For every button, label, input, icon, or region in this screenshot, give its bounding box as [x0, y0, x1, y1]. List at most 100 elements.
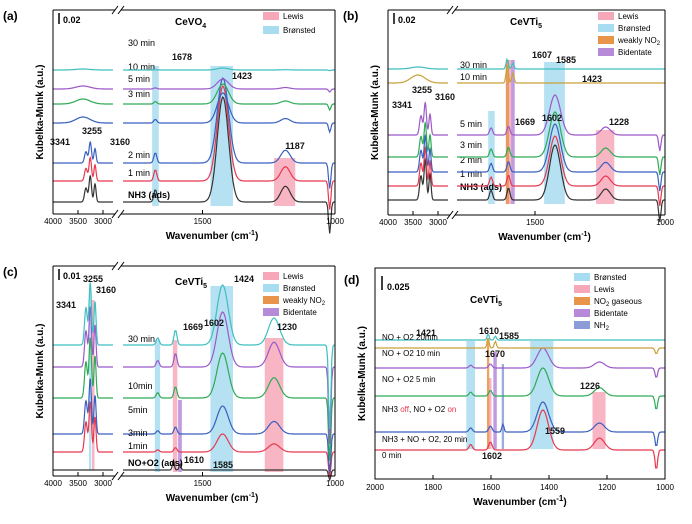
series-line	[375, 401, 665, 446]
panel-letter: (c)	[3, 265, 18, 279]
series-label: 3 min	[460, 140, 482, 150]
axis-break	[117, 5, 125, 15]
axis-break	[451, 210, 459, 220]
axis-break	[111, 209, 119, 219]
legend-label: Brønsted	[283, 284, 315, 293]
peak-label: 3160	[110, 137, 130, 147]
superscript: -1	[249, 492, 255, 499]
series-label: 3 min	[128, 89, 150, 99]
band-br-nsted	[154, 340, 161, 472]
series-label: 1 min	[460, 169, 482, 179]
peak-label: 3255	[82, 126, 102, 136]
band-lewis	[596, 130, 615, 204]
peak-label: 1585	[499, 331, 519, 341]
chart-title: CeVTi5	[175, 277, 207, 290]
series-label: 30 min	[128, 334, 155, 344]
series-line	[375, 347, 665, 378]
x-axis-title-tail: )	[563, 497, 566, 508]
x-tick-label: 4000	[379, 218, 397, 227]
series-line	[388, 74, 448, 84]
legend-label: Lewis	[594, 285, 614, 294]
x-tick-label: 1500	[194, 479, 212, 488]
axis-break	[111, 5, 119, 15]
series-label-part: on	[447, 405, 456, 414]
panel-letter: (d)	[344, 273, 359, 287]
x-tick-label: 3000	[94, 217, 112, 226]
series-label: 10 min	[128, 62, 155, 72]
series-line	[388, 120, 448, 158]
legend-swatch	[574, 309, 590, 317]
series-line	[53, 282, 113, 346]
axis-break	[451, 5, 459, 15]
legend-label: Bidentate	[283, 308, 317, 317]
series-label: 0 min	[382, 451, 402, 460]
x-tick-label: 1000	[326, 479, 344, 488]
peak-label: 1610	[479, 326, 499, 336]
legend-swatch	[598, 12, 614, 20]
subscript: 2	[606, 302, 610, 308]
axis-break	[111, 261, 119, 271]
series-line	[457, 94, 665, 152]
series-line	[123, 433, 335, 478]
series-line	[375, 409, 665, 469]
plot-frame	[374, 267, 666, 480]
peak-label: 1230	[277, 322, 297, 332]
peak-label: 1670	[485, 349, 505, 359]
peak-label: 1585	[213, 460, 233, 470]
series-label: NO+O2 (ads)	[128, 458, 183, 468]
peak-label: 3255	[83, 274, 103, 284]
peak-label: 1602	[204, 318, 224, 328]
series-label: 5 min	[128, 74, 150, 84]
peak-label: 1585	[556, 55, 576, 65]
x-axis-title: Wavenumber (cm-1)	[166, 492, 259, 504]
series-label: NO + O2 20min	[382, 333, 438, 342]
x-tick-label: 1500	[526, 218, 544, 227]
band-br-nsted	[152, 66, 159, 206]
x-tick-label: 3500	[404, 218, 422, 227]
band-bidentate	[511, 60, 515, 204]
x-tick-label: 4000	[44, 217, 62, 226]
axis-break	[117, 471, 125, 481]
band-lewis	[592, 392, 606, 449]
peak-label: 1421	[416, 328, 436, 338]
series-line	[123, 67, 335, 72]
legend-swatch	[263, 272, 279, 280]
peak-label: 1602	[482, 451, 502, 461]
x-tick-label: 1400	[540, 483, 558, 492]
series-line	[53, 378, 113, 435]
legend-swatch	[263, 284, 279, 292]
series-line	[457, 111, 665, 176]
peak-label: 3160	[96, 285, 116, 295]
legend-label: Brønsted	[618, 24, 650, 33]
legend-swatch	[574, 321, 590, 329]
series-line	[123, 284, 336, 430]
x-tick-label: 1000	[656, 483, 674, 492]
series-label-part: NH3	[382, 405, 400, 414]
band-lewis	[488, 378, 492, 449]
x-axis-title: Wavenumber (cm-1)	[473, 494, 566, 508]
peak-label: 3341	[56, 300, 76, 310]
y-axis-title: Kubelka-Munk (a.u.)	[357, 326, 368, 421]
scale-bar-label: 0.025	[387, 282, 410, 292]
x-tick-label: 3500	[69, 217, 87, 226]
series-label: 30 min	[128, 38, 155, 48]
peak-label: 3341	[50, 137, 70, 147]
title-subscript: 5	[538, 23, 542, 30]
series-line	[457, 65, 665, 84]
series-line	[375, 334, 665, 341]
x-axis-title-tail: )	[255, 231, 258, 242]
series-label: 10min	[128, 381, 153, 391]
x-tick-label: 3000	[429, 218, 447, 227]
legend-label: weakly NO2	[282, 296, 326, 307]
superscript: -1	[249, 230, 255, 237]
legend-label: Brønsted	[594, 273, 626, 282]
peak-label: 1423	[232, 71, 252, 81]
x-tick-label: 1800	[424, 483, 442, 492]
legend-swatch	[574, 285, 590, 293]
series-line	[123, 460, 335, 483]
subscript: 2	[606, 326, 610, 332]
peak-label: 1607	[532, 50, 552, 60]
band-br-nsted	[210, 286, 233, 472]
series-line	[457, 135, 665, 207]
series-line	[53, 174, 113, 203]
